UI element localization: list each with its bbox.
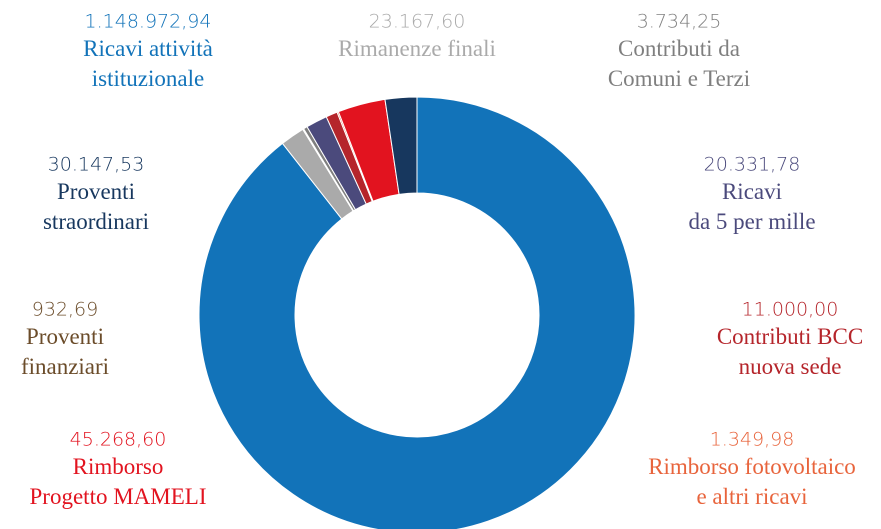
category-label: Proventi finanziari bbox=[21, 324, 109, 379]
value-label: 1.148.972,94 bbox=[85, 11, 212, 33]
label-line: nuova sede bbox=[739, 354, 842, 379]
label-line: straordinari bbox=[43, 209, 149, 234]
value-label: 20.331,78 bbox=[704, 154, 801, 176]
value-label: 30.147,53 bbox=[48, 154, 145, 176]
category-label: Ricavi da 5 per mille bbox=[688, 179, 815, 234]
label-line: finanziari bbox=[21, 354, 109, 379]
category-label: Proventi straordinari bbox=[43, 179, 149, 234]
label-line: e altri ricavi bbox=[696, 484, 807, 509]
value-label: 23.167,60 bbox=[369, 11, 466, 33]
label-line: Contributi BCC bbox=[717, 324, 863, 349]
category-label: Rimborso fotovoltaico e altri ricavi bbox=[648, 454, 856, 509]
label-line: Progetto MAMELI bbox=[30, 484, 207, 509]
label-line: Comuni e Terzi bbox=[608, 66, 750, 91]
category-label: Contributi BCC nuova sede bbox=[717, 324, 863, 379]
category-label: Rimanenze finali bbox=[338, 36, 496, 61]
donut-slice bbox=[384, 96, 418, 195]
category-label: Contributi da Comuni e Terzi bbox=[608, 36, 750, 91]
label-line: Proventi bbox=[26, 324, 104, 349]
value-label: 1.349,98 bbox=[710, 429, 795, 451]
value-label: 3.734,25 bbox=[637, 11, 722, 33]
label-line: Ricavi attività bbox=[83, 36, 213, 61]
category-label: Rimborso Progetto MAMELI bbox=[30, 454, 207, 509]
label-line: Proventi bbox=[57, 179, 135, 204]
value-label: 932,69 bbox=[32, 299, 98, 321]
category-label: Ricavi attività istituzionale bbox=[83, 36, 213, 91]
label-line: Rimanenze finali bbox=[338, 36, 496, 61]
value-label: 45.268,60 bbox=[70, 429, 167, 451]
donut-slice bbox=[198, 96, 636, 529]
label-line: Rimborso fotovoltaico bbox=[648, 454, 856, 479]
label-line: istituzionale bbox=[92, 66, 204, 91]
label-line: Rimborso bbox=[73, 454, 164, 479]
label-line: Contributi da bbox=[618, 36, 740, 61]
label-line: Ricavi bbox=[722, 179, 782, 204]
label-line: da 5 per mille bbox=[688, 209, 815, 234]
value-label: 11.000,00 bbox=[742, 299, 839, 321]
